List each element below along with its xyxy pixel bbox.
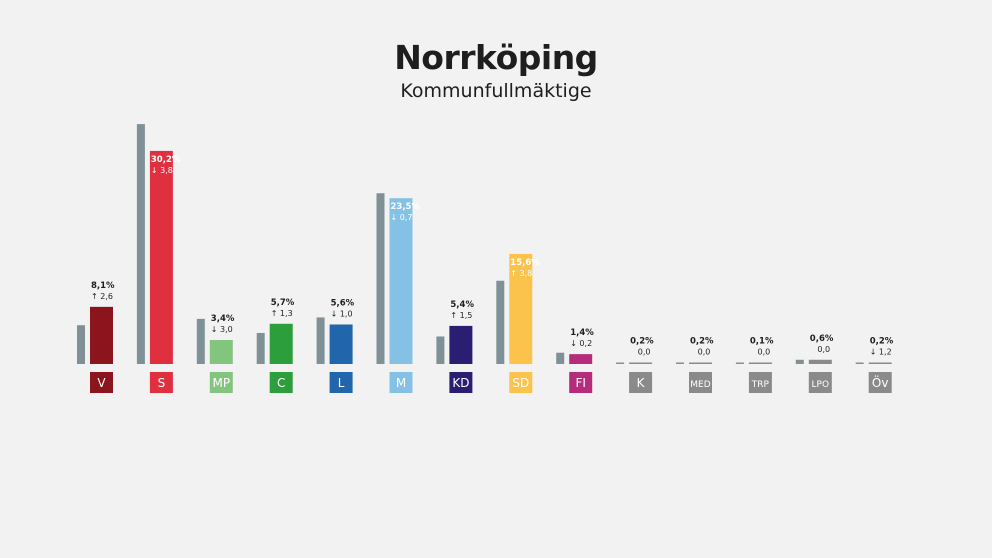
bar-previous-LPO: [795, 359, 804, 364]
party-label-M: M: [396, 376, 406, 390]
change-label-L: ↓ 1,0: [331, 309, 353, 318]
bar-current-TRP: [748, 362, 772, 364]
change-label-MED: 0,0: [690, 348, 710, 357]
value-label-V: 8,1%: [91, 281, 115, 291]
party-label-TRP: TRP: [751, 380, 770, 390]
change-label-MP: ↓ 3,0: [211, 325, 233, 334]
value-label-S: 30,2%: [151, 155, 181, 165]
bar-previous-KD: [436, 336, 445, 364]
party-box-M: [389, 372, 413, 393]
change-label-TRP: 0,0: [750, 348, 770, 357]
party-label-S: S: [158, 376, 166, 390]
bar-current-Öv: [868, 362, 892, 364]
change-label-K: 0,0: [630, 348, 650, 357]
change-label-S: ↓ 3,8: [151, 166, 173, 175]
party-box-TRP: [748, 372, 772, 393]
value-label-SD: 15,6%: [510, 258, 540, 268]
change-label-C: ↑ 1,3: [271, 309, 293, 318]
bar-current-M: [389, 198, 413, 364]
bar-previous-M: [376, 193, 385, 364]
value-label-LPO: 0,6%: [810, 334, 834, 344]
bar-current-MED: [689, 362, 712, 364]
party-label-V: V: [97, 376, 106, 390]
bar-current-MP: [209, 340, 233, 364]
value-label-MP: 3,4%: [211, 314, 235, 324]
value-label-K: 0,2%: [630, 337, 654, 347]
party-box-KD: [449, 372, 473, 393]
bar-previous-Öv: [855, 362, 864, 364]
party-box-MP: [209, 372, 233, 393]
party-label-MED: MED: [690, 380, 710, 390]
bar-current-FI: [569, 354, 593, 364]
party-box-C: [269, 372, 293, 393]
value-label-C: 5,7%: [271, 298, 295, 308]
change-label-FI: ↓ 0,2: [570, 339, 592, 348]
bar-current-S: [149, 150, 173, 364]
value-label-Öv: 0,2%: [870, 337, 894, 347]
value-label-L: 5,6%: [331, 298, 355, 308]
change-label-SD: ↑ 3,8: [510, 269, 532, 278]
bar-previous-L: [316, 317, 325, 364]
bar-current-SD: [509, 253, 533, 364]
party-box-LPO: [808, 372, 832, 393]
party-box-Öv: [868, 372, 892, 393]
bar-current-C: [269, 323, 293, 364]
change-label-KD: ↑ 1,5: [450, 311, 472, 320]
party-box-SD: [509, 372, 533, 393]
bar-previous-MP: [196, 318, 205, 364]
party-label-Öv: Öv: [872, 374, 889, 390]
party-label-FI: FI: [575, 376, 585, 390]
bar-previous-MED: [676, 362, 684, 364]
bar-previous-TRP: [735, 362, 744, 364]
value-label-KD: 5,4%: [450, 300, 474, 310]
change-label-LPO: 0,0: [810, 345, 830, 354]
party-label-SD: SD: [512, 376, 529, 390]
bar-current-KD: [449, 325, 473, 364]
bar-previous-K: [616, 362, 625, 364]
value-label-M: 23,5%: [391, 202, 421, 212]
bar-current-LPO: [808, 359, 832, 364]
party-box-K: [629, 372, 653, 393]
party-label-MP: MP: [213, 376, 231, 390]
party-label-L: L: [338, 376, 345, 390]
party-label-KD: KD: [452, 376, 469, 390]
party-box-L: [329, 372, 353, 393]
bar-previous-SD: [496, 280, 505, 364]
bar-previous-FI: [556, 352, 565, 364]
party-box-FI: [569, 372, 593, 393]
value-label-TRP: 0,1%: [750, 337, 774, 347]
party-label-LPO: LPO: [812, 380, 830, 390]
bar-current-K: [629, 362, 653, 364]
party-box-S: [149, 372, 173, 393]
chart-title: Norrköping: [394, 38, 598, 77]
value-label-FI: 1,4%: [570, 328, 594, 338]
bar-current-L: [329, 324, 353, 364]
bar-current-V: [90, 306, 113, 364]
party-label-K: K: [637, 376, 646, 390]
value-label-MED: 0,2%: [690, 337, 714, 347]
change-label-M: ↓ 0,7: [391, 213, 413, 222]
bar-previous-S: [136, 124, 145, 364]
bar-previous-V: [77, 325, 85, 364]
party-label-C: C: [277, 376, 285, 390]
party-box-V: [90, 372, 113, 393]
chart-subtitle: Kommunfullmäktige: [400, 80, 592, 102]
change-label-Öv: ↓ 1,2: [870, 348, 892, 357]
party-box-MED: [689, 372, 712, 393]
bar-previous-C: [256, 332, 265, 364]
change-label-V: ↑ 2,6: [91, 292, 113, 301]
